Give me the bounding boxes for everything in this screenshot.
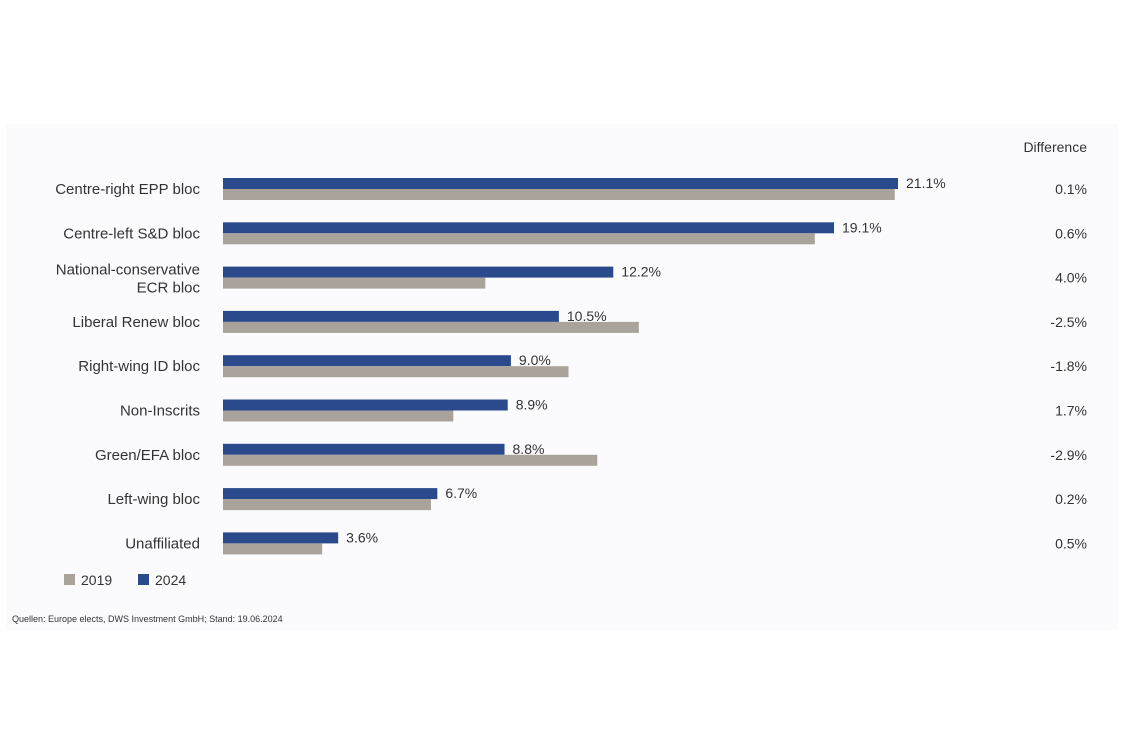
data-label: 6.7% xyxy=(445,485,477,501)
category-label: Non-Inscrits xyxy=(120,403,200,420)
bar-2024 xyxy=(223,178,898,189)
difference-value: 0.6% xyxy=(1055,225,1087,241)
bar-2019 xyxy=(223,543,323,555)
category-label: Unaffiliated xyxy=(125,535,200,552)
bar-2019 xyxy=(223,277,486,289)
bar-2019 xyxy=(223,321,639,333)
bar-2024 xyxy=(223,488,438,500)
bar-2019 xyxy=(223,454,598,466)
legend-label: 2019 xyxy=(81,572,112,588)
chart-panel: Difference 21.1% Centre-right EPP bloc 0.1%… xyxy=(6,124,1118,630)
category-label: National-conservative xyxy=(56,262,200,279)
data-label: 3.6% xyxy=(346,529,378,545)
data-label: 10.5% xyxy=(567,308,607,324)
category-label: Liberal Renew bloc xyxy=(72,314,200,331)
category-label: Centre-left S&D bloc xyxy=(63,225,200,242)
data-label: 21.1% xyxy=(906,175,946,191)
legend-label: 2024 xyxy=(155,572,186,588)
difference-header: Difference xyxy=(1023,139,1087,155)
bar-chart: Difference 21.1% Centre-right EPP bloc 0.1%… xyxy=(55,139,1087,588)
data-label: 12.2% xyxy=(621,264,661,280)
bar-2019 xyxy=(223,189,895,200)
bar-2024 xyxy=(223,310,559,322)
bar-2024 xyxy=(223,266,614,278)
category-label: ECR bloc xyxy=(137,280,201,297)
category-label: Centre-right EPP bloc xyxy=(55,181,200,198)
data-label: 9.0% xyxy=(519,352,551,368)
difference-value: 1.7% xyxy=(1055,403,1087,419)
data-label: 8.8% xyxy=(513,441,545,457)
bar-2024 xyxy=(223,399,508,411)
bar-2019 xyxy=(223,366,569,378)
difference-value: 0.5% xyxy=(1055,535,1087,551)
bar-2019 xyxy=(223,499,431,511)
bar-2019 xyxy=(223,410,454,422)
bar-2019 xyxy=(223,233,815,245)
data-label: 19.1% xyxy=(842,219,882,235)
category-label: Green/EFA bloc xyxy=(95,447,201,464)
legend-swatch xyxy=(64,574,75,585)
legend-swatch xyxy=(138,574,149,585)
bar-2024 xyxy=(223,355,511,367)
difference-value: 4.0% xyxy=(1055,270,1087,286)
difference-value: 0.1% xyxy=(1055,181,1087,197)
bar-2024 xyxy=(223,532,339,544)
difference-value: 0.2% xyxy=(1055,491,1087,507)
difference-value: -2.5% xyxy=(1050,314,1087,330)
bar-2024 xyxy=(223,443,505,455)
difference-value: -1.8% xyxy=(1050,358,1087,374)
source-note: Quellen: Europe elects, DWS Investment G… xyxy=(12,614,283,624)
category-label: Left-wing bloc xyxy=(107,491,200,508)
difference-value: -2.9% xyxy=(1050,447,1087,463)
data-label: 8.9% xyxy=(516,397,548,413)
bar-2024 xyxy=(223,222,835,234)
category-label: Right-wing ID bloc xyxy=(78,358,200,375)
